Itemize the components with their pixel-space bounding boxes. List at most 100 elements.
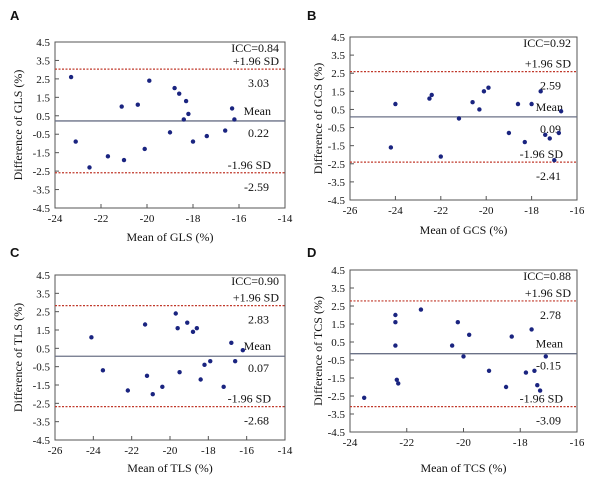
mean-label: Mean	[244, 104, 271, 118]
data-point	[486, 85, 491, 90]
y-tick-label: 1.5	[36, 325, 50, 337]
upper-limit-value: 2.78	[540, 308, 561, 322]
x-tick-label: -26	[48, 445, 63, 457]
mean-value: -0.15	[536, 359, 561, 373]
data-point	[229, 106, 235, 111]
y-tick-label: -2.5	[328, 391, 346, 403]
data-point	[208, 358, 213, 364]
data-point	[393, 312, 398, 318]
data-point	[177, 91, 182, 96]
data-point	[204, 133, 209, 139]
data-point	[547, 136, 552, 141]
lower-limit-value: -2.41	[536, 169, 561, 183]
mean-label: Mean	[536, 100, 563, 114]
y-tick-label: -1.5	[328, 373, 346, 385]
y-tick-label: 0.5	[331, 104, 345, 116]
data-point	[142, 146, 147, 152]
y-tick-label: 2.5	[36, 307, 50, 319]
data-point	[229, 340, 234, 346]
data-point	[427, 96, 432, 101]
data-point	[194, 325, 200, 331]
data-point	[190, 139, 196, 144]
x-tick-label: -14	[278, 445, 293, 457]
upper-limit-label: +1.96 SD	[233, 54, 279, 68]
y-tick-label: 4.5	[331, 265, 345, 277]
panel-letter: B	[307, 8, 316, 23]
data-point	[144, 373, 150, 379]
upper-limit-label: +1.96 SD	[525, 286, 571, 300]
data-point	[183, 98, 189, 104]
data-point	[147, 78, 152, 83]
upper-limit-label: +1.96 SD	[233, 291, 279, 305]
data-point	[455, 320, 461, 325]
y-tick-label: 0.5	[36, 343, 50, 355]
plot-frame	[349, 36, 578, 201]
data-point	[393, 101, 398, 107]
data-point	[396, 381, 401, 386]
lower-limit-label: -1.96 SD	[228, 158, 272, 172]
data-point	[198, 377, 203, 382]
y-tick-label: 4.5	[36, 270, 50, 282]
y-tick-label: 1.5	[36, 92, 50, 104]
y-tick-label: -2.5	[33, 166, 51, 178]
x-axis-label: Mean of GCS (%)	[420, 223, 508, 237]
x-axis-label: Mean of GLS (%)	[127, 230, 214, 244]
plot-frame	[54, 41, 286, 209]
y-tick-label: 4.5	[36, 37, 50, 49]
data-point	[543, 132, 548, 137]
x-tick-label: -22	[433, 205, 448, 217]
data-point	[135, 102, 140, 107]
x-tick-label: -14	[278, 213, 293, 225]
data-point	[522, 139, 527, 145]
data-point	[105, 154, 111, 159]
x-tick-label: -16	[232, 213, 247, 225]
data-point	[167, 130, 173, 135]
data-point	[89, 335, 94, 340]
x-axis-label: Mean of TLS (%)	[127, 461, 212, 475]
data-point	[523, 370, 529, 375]
data-point	[393, 343, 398, 348]
y-tick-label: -3.5	[328, 409, 346, 421]
y-tick-label: -0.5	[328, 355, 346, 367]
data-point	[73, 139, 78, 144]
y-tick-label: -4.5	[328, 195, 346, 207]
data-point	[470, 100, 475, 105]
y-axis-label: Difference of GCS (%)	[311, 63, 325, 174]
y-tick-label: -0.5	[33, 129, 51, 141]
panel-b: B 4.5 3.5 2.5 1.5 0.5 -0.5 -1.5 -2.5 -3.5 -4.5-26 -…	[307, 8, 585, 237]
y-tick-label: 4.5	[331, 32, 345, 44]
y-tick-label: -4.5	[33, 435, 51, 447]
icc-label: ICC=0.84	[231, 41, 279, 55]
upper-limit-value: 2.59	[540, 79, 561, 93]
data-point	[100, 368, 106, 373]
data-point	[556, 130, 562, 136]
data-point	[552, 157, 557, 163]
data-point	[449, 343, 455, 348]
data-point	[481, 89, 487, 94]
lower-limit-value: -3.09	[536, 414, 561, 428]
data-point	[119, 104, 124, 109]
data-point	[466, 332, 472, 337]
x-tick-label: -20	[456, 437, 471, 449]
panel-c: C 4.5 3.5 2.5 1.5 0.5 -0.5 -1.5 -2.5 -3.5 -4.5-26 -…	[10, 245, 293, 475]
lower-limit-value: -2.59	[244, 180, 269, 194]
mean-value: 0.09	[540, 122, 561, 136]
icc-label: ICC=0.92	[523, 36, 571, 50]
mean-value: 0.22	[248, 126, 269, 140]
y-tick-label: -0.5	[328, 123, 346, 135]
panel-letter: A	[10, 8, 20, 23]
x-tick-label: -24	[48, 213, 63, 225]
y-axis-label: Difference of TCS (%)	[311, 296, 325, 406]
y-tick-label: -1.5	[33, 380, 51, 392]
data-point	[160, 384, 165, 390]
data-point	[438, 154, 443, 159]
data-point	[177, 369, 182, 375]
y-tick-label: -3.5	[33, 185, 51, 197]
y-tick-label: 2.5	[331, 301, 345, 313]
y-tick-label: 1.5	[331, 86, 345, 98]
panel-d: D 4.5 3.5 2.5 1.5 0.5 -0.5 -1.5 -2.5 -3.5 -4.5-24 -…	[307, 245, 585, 475]
mean-label: Mean	[244, 339, 271, 353]
x-tick-label: -22	[124, 445, 139, 457]
data-point	[532, 368, 537, 373]
